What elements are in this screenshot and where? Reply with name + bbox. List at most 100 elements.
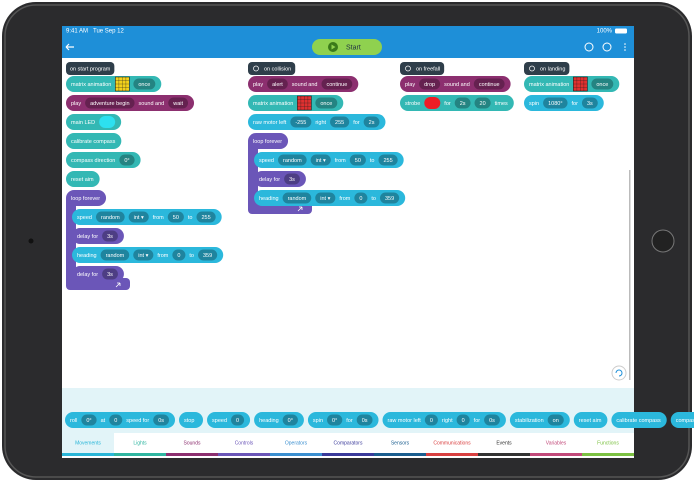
block-input[interactable] xyxy=(109,414,123,426)
block-input[interactable] xyxy=(363,116,380,128)
block-input[interactable] xyxy=(85,97,135,109)
block[interactable]: speed random int ▾ from 50 to 255 xyxy=(72,209,222,225)
block-input[interactable] xyxy=(315,97,338,109)
block-input[interactable] xyxy=(133,78,156,90)
block-input[interactable] xyxy=(278,154,307,166)
start-label[interactable]: Start xyxy=(346,44,361,51)
color-swatch[interactable] xyxy=(424,97,441,109)
block-input[interactable] xyxy=(284,173,300,185)
block-body[interactable] xyxy=(509,412,570,428)
block-body[interactable] xyxy=(248,76,359,92)
block-input[interactable] xyxy=(119,154,135,166)
tab-label[interactable]: Lights xyxy=(133,440,147,446)
block-input[interactable] xyxy=(419,78,441,90)
menu-button[interactable] xyxy=(624,43,626,51)
block[interactable]: calibrate compass xyxy=(66,133,122,149)
block-body[interactable] xyxy=(207,412,251,428)
block[interactable]: speed random int ▾ from 50 to 255 xyxy=(254,152,404,168)
program-button[interactable] xyxy=(602,42,612,52)
block[interactable]: main LED xyxy=(66,114,122,130)
block-input[interactable] xyxy=(315,192,336,204)
block-body[interactable] xyxy=(66,95,195,111)
block-input[interactable] xyxy=(172,249,186,261)
back-button[interactable] xyxy=(65,43,74,51)
tab-label[interactable]: Operators xyxy=(285,440,308,446)
block-input[interactable] xyxy=(133,249,154,261)
block[interactable]: matrix animation once xyxy=(524,76,620,92)
block-body[interactable] xyxy=(524,76,620,92)
block-body[interactable] xyxy=(573,412,608,428)
block[interactable]: stop xyxy=(179,412,204,428)
block-body[interactable] xyxy=(248,114,386,130)
block-input[interactable] xyxy=(196,211,216,223)
block-input[interactable] xyxy=(290,116,312,128)
tab-label[interactable]: Movements xyxy=(75,440,101,446)
block-body[interactable] xyxy=(524,95,604,111)
block[interactable]: calibrate compass xyxy=(611,412,667,428)
block[interactable]: matrix animation once xyxy=(66,76,162,92)
block[interactable]: compass direction 0° xyxy=(66,152,141,168)
block-input[interactable] xyxy=(454,97,471,109)
block-body[interactable] xyxy=(72,247,224,263)
block[interactable]: heading random int ▾ from 0 to 359 xyxy=(72,247,224,263)
tab-label[interactable]: Sounds xyxy=(184,440,201,446)
block-input[interactable] xyxy=(321,78,353,90)
block-body[interactable] xyxy=(72,228,124,244)
block-input[interactable] xyxy=(474,97,491,109)
tab-label[interactable]: Functions xyxy=(597,440,619,446)
block-body[interactable] xyxy=(66,133,122,149)
block-input[interactable] xyxy=(356,414,373,426)
home-button[interactable] xyxy=(651,229,675,253)
block-input[interactable] xyxy=(100,249,130,261)
block[interactable]: compass xyxy=(670,412,694,428)
block-input[interactable] xyxy=(591,78,614,90)
block-body[interactable] xyxy=(66,171,100,187)
block-body[interactable] xyxy=(248,95,344,111)
block[interactable]: play drop sound and continue xyxy=(400,76,511,92)
block-input[interactable] xyxy=(153,414,170,426)
block-input[interactable] xyxy=(581,97,598,109)
block[interactable]: loop forever xyxy=(66,190,107,206)
block[interactable]: raw motor left 0 right 0 for 0s xyxy=(382,412,506,428)
color-swatch[interactable] xyxy=(99,116,116,128)
block-input[interactable] xyxy=(473,78,505,90)
block-input[interactable] xyxy=(267,78,288,90)
block-body[interactable] xyxy=(254,171,306,187)
start-button[interactable] xyxy=(312,39,382,55)
block-input[interactable] xyxy=(424,414,438,426)
block-input[interactable] xyxy=(168,97,189,109)
block-input[interactable] xyxy=(96,211,125,223)
block-body[interactable] xyxy=(72,266,124,282)
block-input[interactable] xyxy=(102,268,118,280)
block-input[interactable] xyxy=(484,414,500,426)
block-input[interactable] xyxy=(354,192,368,204)
block-body[interactable] xyxy=(65,412,176,428)
block-input[interactable] xyxy=(198,249,218,261)
block-body[interactable] xyxy=(72,209,222,225)
block[interactable]: roll 0° at 0 speed for 0s xyxy=(65,412,176,428)
undo-button[interactable] xyxy=(611,365,627,381)
block[interactable]: speed 0 xyxy=(207,412,251,428)
tab-label[interactable]: Controls xyxy=(235,440,254,446)
block-input[interactable] xyxy=(543,97,568,109)
block-input[interactable] xyxy=(349,154,366,166)
block[interactable]: heading random int ▾ from 0 to 359 xyxy=(254,190,406,206)
block-input[interactable] xyxy=(282,192,312,204)
block[interactable]: reset aim xyxy=(66,171,100,187)
hat-block[interactable] xyxy=(400,62,445,75)
block-input[interactable] xyxy=(81,414,97,426)
block-body[interactable] xyxy=(611,412,667,428)
block[interactable]: spin 1080° for 3s xyxy=(524,95,604,111)
block-input[interactable] xyxy=(282,414,298,426)
block-body[interactable] xyxy=(382,412,506,428)
hat-block[interactable] xyxy=(524,62,570,75)
block-body[interactable] xyxy=(179,412,204,428)
block[interactable]: loop forever xyxy=(248,133,289,149)
block-body[interactable] xyxy=(66,152,141,168)
block-body[interactable] xyxy=(254,152,404,168)
hat-block[interactable] xyxy=(66,62,115,75)
block[interactable]: delay for 3s xyxy=(254,171,306,187)
block[interactable]: stabilization on xyxy=(509,412,570,428)
block[interactable]: heading 0° xyxy=(254,412,304,428)
block-body[interactable] xyxy=(670,412,694,428)
